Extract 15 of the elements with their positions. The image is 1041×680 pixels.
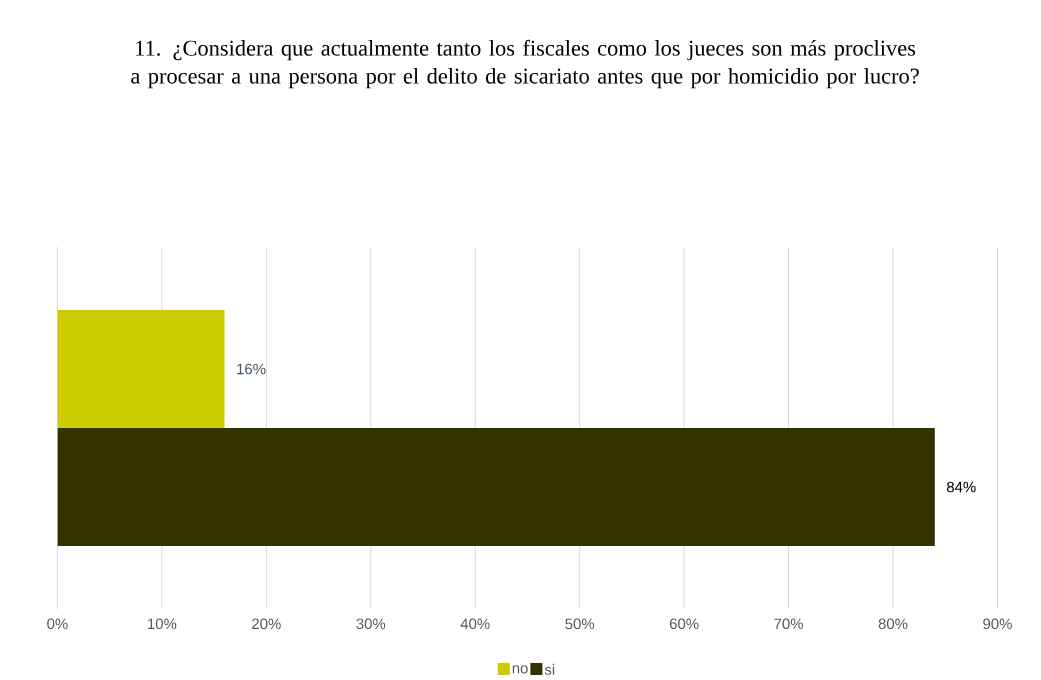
x-tick-label: 60% [669, 618, 699, 630]
legend-label: si [544, 663, 555, 675]
x-tick-label: 30% [356, 618, 386, 630]
x-tick-label: 90% [983, 618, 1012, 630]
x-tick-label: 50% [565, 618, 595, 630]
x-tick-label: 40% [460, 618, 490, 630]
x-tick-label: 80% [878, 618, 908, 630]
legend-label: no [512, 665, 528, 674]
x-tick-label: 10% [148, 618, 177, 630]
data-label: 16% [237, 363, 266, 375]
data-label: 84% [946, 481, 976, 493]
x-tick-label: 20% [252, 618, 281, 630]
x-tick-label: 0% [47, 618, 68, 630]
chart-title: 11. ¿Considera que actualmente tanto los fiscales como los jueces son más proclives a procesar a una persona por el delito de sicariato antes que por homicidio por lucro? [131, 39, 919, 89]
x-tick-label: 70% [774, 618, 803, 630]
